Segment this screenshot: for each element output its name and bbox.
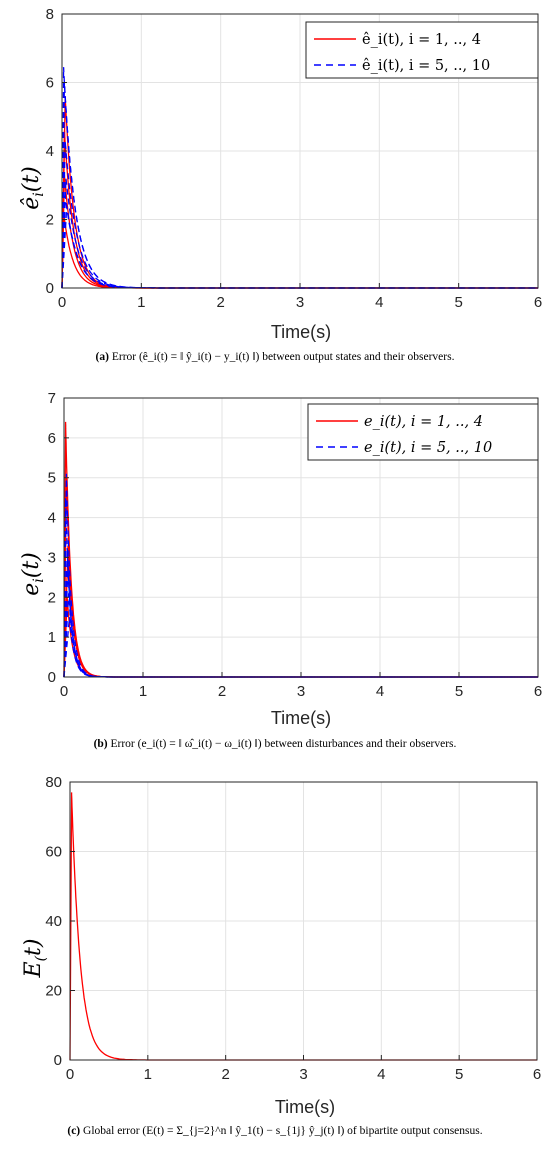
y-tick-label: 80 (45, 774, 62, 791)
x-tick-label: 4 (375, 294, 383, 311)
y-tick-label: 3 (48, 549, 56, 566)
x-tick-label: 2 (216, 294, 224, 311)
x-tick-label: 5 (455, 1066, 463, 1083)
y-tick-label: 6 (46, 75, 54, 92)
panel-c: 0 1 2 3 4 5 6 0 20 40 60 80 Time(s) E(t) (c) Global… (0, 768, 550, 1152)
y-tick-label: 5 (48, 470, 56, 487)
caption-text: Error (ê_i(t) = ‖ ŷ_i(t) − y_i(t) ‖) bet… (111, 351, 455, 363)
x-tick-label: 0 (66, 1066, 74, 1083)
grid-c (70, 782, 537, 1060)
y-tick-label: 4 (46, 143, 54, 160)
x-axis-label: Time(s) (271, 322, 331, 342)
x-tick-label: 6 (534, 294, 542, 311)
legend-entry-2: e_i(t), i = 5, .., 10 (364, 440, 492, 456)
x-tick-label: 1 (139, 683, 147, 700)
y-tick-label: 0 (54, 1052, 62, 1069)
y-tick-label: 2 (48, 589, 56, 606)
x-axis-label: Time(s) (271, 708, 331, 728)
y-tick-label: 1 (48, 629, 56, 646)
caption-label: (a) (95, 351, 109, 363)
y-tick-label: 6 (48, 430, 56, 447)
y-axis-label: E(t) (21, 939, 49, 979)
caption-label: (c) (67, 1125, 81, 1137)
series-2-curve-6 (63, 617, 538, 678)
plot-frame (63, 397, 539, 678)
axes-b: 0 1 2 3 4 5 6 0 1 2 3 4 5 6 7 (48, 390, 543, 700)
x-tick-label: 1 (137, 294, 145, 311)
axes-a: 0 1 2 3 4 5 6 0 2 4 6 8 (46, 6, 543, 311)
x-tick-label: 6 (534, 683, 542, 700)
y-axis-label: êi(t) (19, 166, 47, 210)
legend-entry-2: ê_i(t), i = 5, .., 10 (362, 58, 490, 74)
x-tick-label: 3 (299, 1066, 307, 1083)
x-tick-label: 2 (218, 683, 226, 700)
x-tick-label: 5 (455, 683, 463, 700)
x-tick-label: 6 (533, 1066, 541, 1083)
x-tick-label: 3 (296, 294, 304, 311)
panel-a: 0 1 2 3 4 5 6 0 2 4 6 8 Time(s) êi(t) ê_i(t), i = 1… (0, 0, 550, 378)
legend-entry-1: e_i(t), i = 1, .., 4 (364, 414, 483, 430)
y-tick-label: 7 (48, 390, 56, 407)
y-tick-label: 40 (45, 913, 62, 930)
legend-b: e_i(t), i = 1, .., 4 e_i(t), i = 5, .., … (307, 403, 539, 461)
legend-entry-1: ê_i(t), i = 1, .., 4 (362, 32, 481, 48)
y-tick-label: 20 (45, 983, 62, 1000)
y-tick-label: 60 (45, 844, 62, 861)
legend-a: ê_i(t), i = 1, .., 4 ê_i(t), i = 5, .., … (305, 21, 539, 79)
x-tick-label: 4 (376, 683, 384, 700)
y-tick-label: 8 (46, 6, 54, 23)
y-tick-label: 4 (48, 510, 56, 527)
y-tick-label: 0 (48, 669, 56, 686)
x-tick-label: 0 (58, 294, 66, 311)
y-tick-label: 2 (46, 212, 54, 229)
x-tick-label: 3 (297, 683, 305, 700)
panel-b: 0 1 2 3 4 5 6 0 1 2 3 4 5 6 7 Time(s) ei(t) e_i(t), i … (0, 384, 550, 764)
x-tick-label: 5 (454, 294, 462, 311)
caption-b: (b) Error (e_i(t) = ‖ ω̂_i(t) − ω_i(t) ‖… (0, 738, 550, 750)
caption-a: (a) Error (ê_i(t) = ‖ ŷ_i(t) − y_i(t) ‖)… (0, 351, 550, 363)
caption-label: (b) (93, 738, 108, 750)
y-tick-label: 0 (46, 280, 54, 297)
x-tick-label: 1 (144, 1066, 152, 1083)
chart-a: 0 1 2 3 4 5 6 0 2 4 6 8 Time(s) êi(t) ê_i(t), i = 1… (19, 6, 543, 342)
x-axis-label: Time(s) (275, 1097, 335, 1117)
plot-frame (69, 781, 538, 1061)
x-tick-label: 4 (377, 1066, 385, 1083)
chart-b: 0 1 2 3 4 5 6 0 1 2 3 4 5 6 7 Time(s) ei(t) e_i(t), i … (19, 390, 543, 728)
legend-box (305, 21, 539, 79)
y-axis-label: ei(t) (19, 552, 47, 596)
x-tick-label: 0 (60, 683, 68, 700)
caption-text: Global error (E(t) = Σ_{j=2}^n ‖ ŷ_1(t) … (83, 1125, 483, 1137)
legend-box (307, 403, 539, 461)
x-tick-label: 2 (221, 1066, 229, 1083)
plot-frame (61, 13, 539, 289)
caption-text: Error (e_i(t) = ‖ ω̂_i(t) − ω_i(t) ‖) be… (110, 738, 457, 750)
caption-c: (c) Global error (E(t) = Σ_{j=2}^n ‖ ŷ_1… (0, 1125, 550, 1137)
